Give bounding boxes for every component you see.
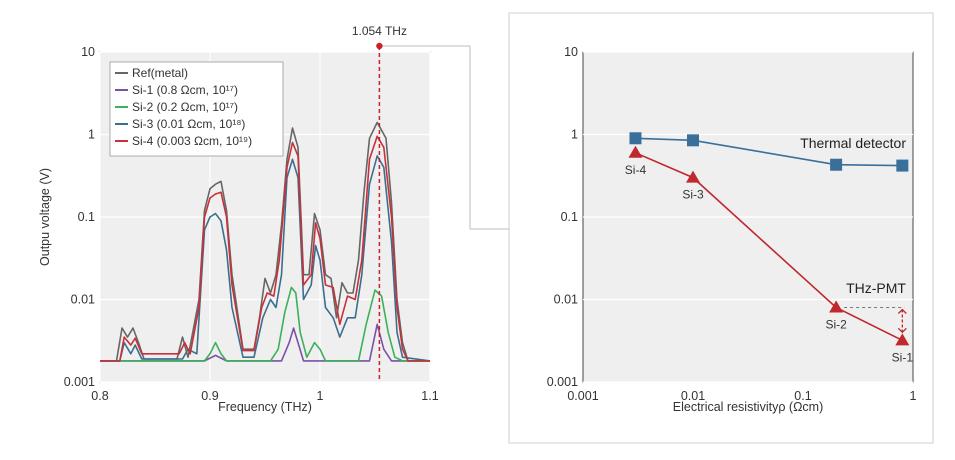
left-x-ticks: 0.8 0.9 1 1.1: [91, 389, 438, 403]
y-tick-label: 10: [81, 45, 95, 59]
data-point-triangle: [895, 333, 910, 346]
series-label-thz-pmt: THz-PMT: [846, 280, 906, 296]
legend-label: Ref(metal): [132, 66, 188, 80]
point-label: Si-4: [625, 163, 647, 177]
data-point-square: [896, 159, 909, 172]
series-line: [100, 155, 431, 362]
series-line: [635, 152, 903, 342]
right-series: Si-4 Si-3 Si-2 Si-1: [625, 132, 914, 364]
right-x-axis-label: Electrical resistivityρ (Ωcm): [673, 400, 824, 414]
y-tick-label: 0.1: [78, 210, 95, 224]
point-label: Si-2: [825, 317, 847, 331]
legend-label: Si-4 (0.003 Ωcm, 10¹⁹): [132, 134, 252, 148]
x-tick-label: 1: [910, 389, 917, 403]
legend-box: [109, 61, 284, 157]
point-label: Si-3: [682, 188, 704, 202]
x-tick-label: 0.9: [201, 389, 218, 403]
data-point-triangle: [829, 300, 844, 313]
left-y-axis-label: Outpu voltage (V): [38, 168, 52, 266]
y-tick-label: 10: [564, 45, 578, 59]
legend-label: Si-3 (0.01 Ωcm, 10¹⁸): [132, 117, 245, 131]
x-tick-label: 0.1: [794, 389, 811, 403]
series-line: [100, 323, 430, 362]
legend: Ref(metal) Si-1 (0.8 Ωcm, 10¹⁷) Si-2 (0.…: [109, 61, 284, 157]
legend-label: Si-2 (0.2 Ωcm, 10¹⁷): [132, 100, 238, 114]
left-series: [100, 121, 431, 362]
series-line: [100, 286, 430, 362]
x-tick-label: 0.01: [681, 389, 705, 403]
legend-label: Si-1 (0.8 Ωcm, 10¹⁷): [132, 83, 238, 97]
y-tick-label: 0.001: [64, 375, 95, 389]
y-tick-label: 0.01: [71, 293, 95, 307]
left-x-axis-label: Frequency (THz): [218, 400, 312, 414]
x-tick-label: 1: [317, 389, 324, 403]
x-tick-label: 0.8: [91, 389, 108, 403]
y-tick-label: 1: [88, 128, 95, 142]
series-line: [635, 137, 903, 167]
point-label: Si-1: [892, 350, 914, 364]
data-point-square: [687, 134, 699, 147]
gap-arrowhead-top: [897, 308, 907, 314]
data-point-triangle: [628, 145, 643, 158]
connector-line: [380, 45, 509, 230]
right-x-ticks: 0.001 0.01 0.1 1: [567, 389, 916, 403]
data-point-square: [830, 158, 843, 171]
y-tick-label: 1: [571, 128, 578, 142]
series-line: [100, 135, 430, 362]
data-point-square: [629, 132, 642, 145]
left-y-ticks: 0.001 0.01 0.1 1 10: [64, 45, 95, 389]
marker-label: 1.054 THz: [352, 24, 407, 38]
marker-dot: [376, 42, 383, 50]
x-tick-label: 0.001: [567, 389, 598, 403]
y-tick-label: 0.1: [561, 210, 578, 224]
gap-arrowhead-bottom: [897, 327, 907, 334]
data-point-triangle: [686, 170, 700, 183]
x-tick-label: 1.1: [421, 389, 438, 403]
left-chart: 1.054 THz 0.001 0.01 0.1 1 10 0.8 0.9 1 1.1 Fre…: [38, 24, 439, 414]
y-tick-label: 0.001: [547, 375, 578, 389]
right-y-ticks: 0.001 0.01 0.1 1 10: [547, 45, 578, 389]
series-label-thermal: Thermal detector: [800, 135, 906, 151]
y-tick-label: 0.01: [554, 293, 578, 307]
